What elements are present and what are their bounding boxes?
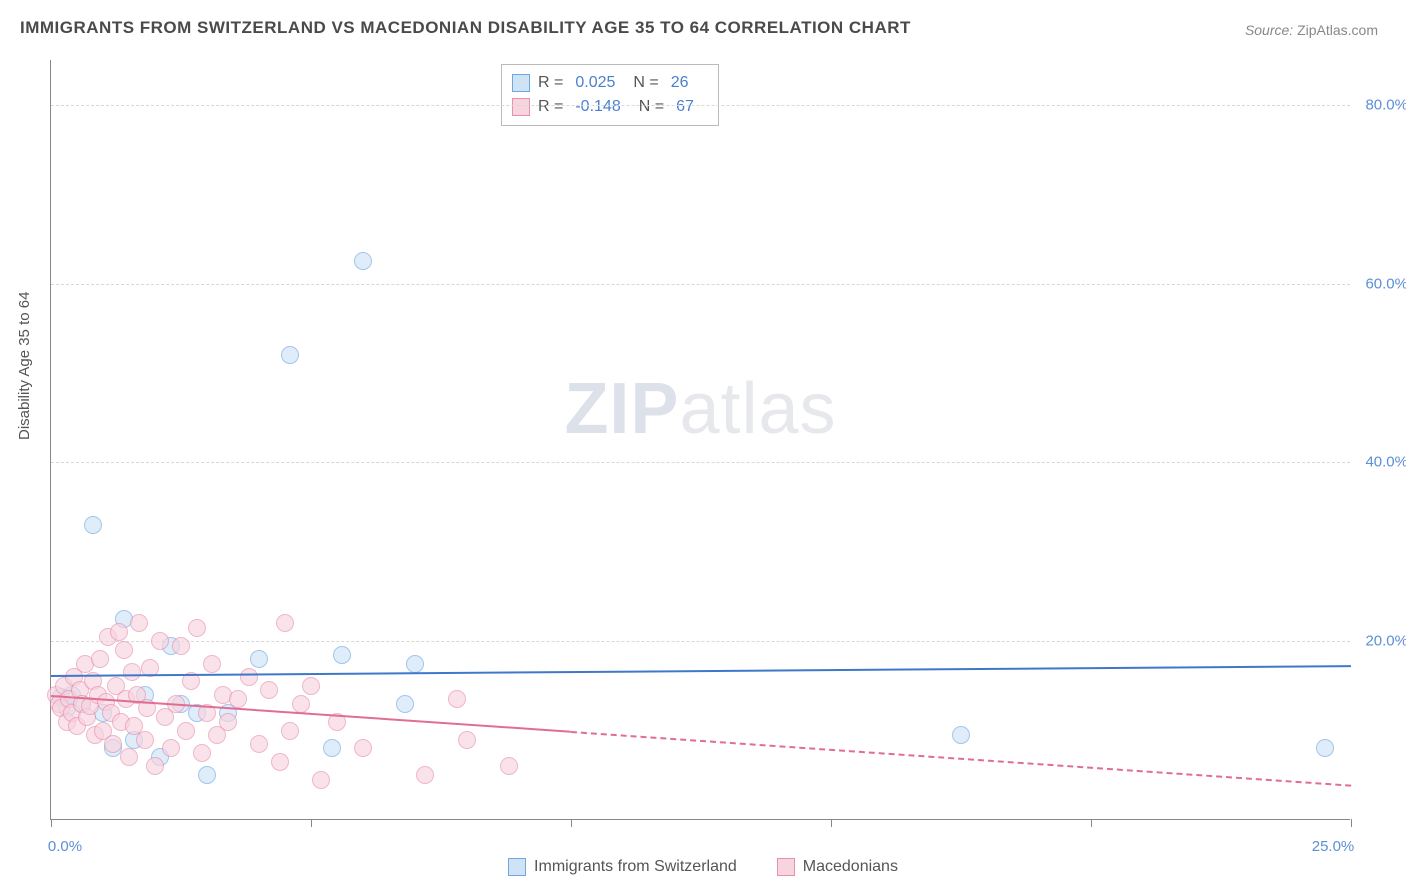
data-point [952,726,970,744]
data-point [406,655,424,673]
source-value: ZipAtlas.com [1297,22,1378,38]
n-label: N = [639,95,664,119]
source-attribution: Source: ZipAtlas.com [1245,22,1378,38]
stats-row: R = -0.148 N = 67 [512,95,704,119]
legend-swatch [512,74,530,92]
y-tick-label: 80.0% [1365,96,1406,113]
data-point [240,668,258,686]
gridline-h [51,284,1350,285]
data-point [323,739,341,757]
data-point [188,619,206,637]
data-point [312,771,330,789]
data-point [302,677,320,695]
data-point [292,695,310,713]
data-point [91,650,109,668]
data-point [416,766,434,784]
y-tick-label: 40.0% [1365,454,1406,471]
data-point [162,739,180,757]
gridline-h [51,641,1350,642]
data-point [333,646,351,664]
stats-row: R = 0.025 N = 26 [512,71,704,95]
data-point [130,614,148,632]
x-tick [311,819,312,827]
data-point [123,663,141,681]
data-point [146,757,164,775]
data-point [229,690,247,708]
data-point [250,650,268,668]
data-point [193,744,211,762]
data-point [110,623,128,641]
r-label: R = [538,95,563,119]
legend-item: Macedonians [777,858,898,876]
y-tick-label: 20.0% [1365,633,1406,650]
plot-area: ZIPatlas R =0.025N =26R =-0.148N =67 20.… [50,60,1350,820]
data-point [104,735,122,753]
gridline-h [51,462,1350,463]
x-tick [1091,819,1092,827]
chart-title: IMMIGRANTS FROM SWITZERLAND VS MACEDONIA… [20,18,911,38]
data-point [448,690,466,708]
data-point [281,722,299,740]
n-value: 26 [671,71,689,95]
gridline-h [51,105,1350,106]
data-point [281,346,299,364]
x-tick-label: 25.0% [1312,838,1355,855]
data-point [203,655,221,673]
data-point [458,731,476,749]
r-label: R = [538,71,563,95]
watermark: ZIPatlas [564,368,836,450]
data-point [396,695,414,713]
n-label: N = [633,71,658,95]
legend-bottom: Immigrants from Switzerland Macedonians [0,858,1406,876]
x-tick [51,819,52,827]
data-point [271,753,289,771]
data-point [1316,739,1334,757]
data-point [136,731,154,749]
data-point [354,739,372,757]
x-tick [1351,819,1352,827]
x-tick [831,819,832,827]
y-tick-label: 60.0% [1365,275,1406,292]
data-point [177,722,195,740]
x-tick [571,819,572,827]
data-point [219,713,237,731]
legend-swatch [512,98,530,116]
data-point [151,632,169,650]
watermark-atlas: atlas [679,369,836,449]
data-point [84,516,102,534]
legend-label: Macedonians [803,858,898,876]
data-point [276,614,294,632]
data-point [120,748,138,766]
data-point [115,641,133,659]
legend-label: Immigrants from Switzerland [534,858,737,876]
y-axis-label: Disability Age 35 to 64 [16,292,33,440]
legend-swatch [777,858,795,876]
stats-box: R = 0.025 N = 26 R = -0.148 N = 67 [501,64,719,126]
r-value: 0.025 [575,71,615,95]
x-tick-label: 0.0% [48,838,82,855]
data-point [172,637,190,655]
data-point [198,766,216,784]
n-value: 67 [676,95,694,119]
watermark-zip: ZIP [564,369,679,449]
data-point [260,681,278,699]
data-point [354,252,372,270]
data-point [250,735,268,753]
r-value: -0.148 [575,95,620,119]
legend-item: Immigrants from Switzerland [508,858,737,876]
source-label: Source: [1245,22,1293,38]
data-point [500,757,518,775]
legend-swatch [508,858,526,876]
